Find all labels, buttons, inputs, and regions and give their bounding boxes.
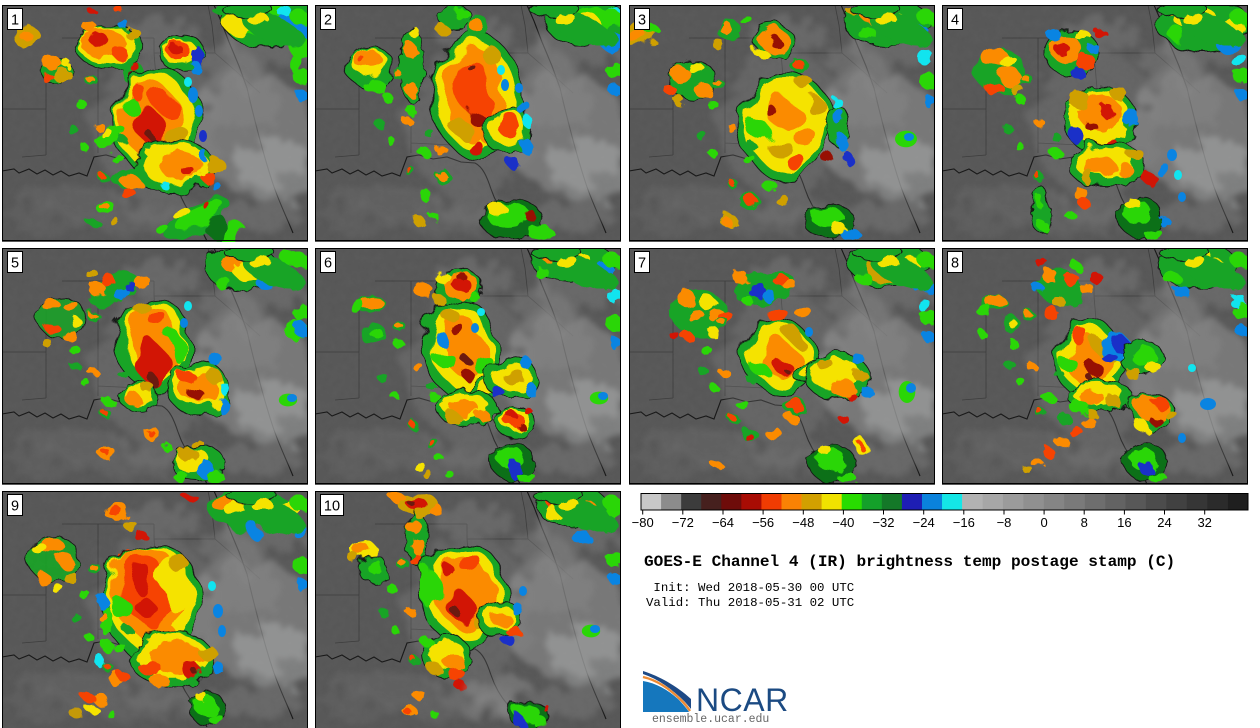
svg-text:3: 3 xyxy=(638,13,646,29)
svg-text:24: 24 xyxy=(1157,515,1171,530)
svg-text:6: 6 xyxy=(324,256,332,272)
svg-text:8: 8 xyxy=(1081,515,1088,530)
svg-text:4: 4 xyxy=(951,13,959,29)
svg-text:−16: −16 xyxy=(953,515,975,530)
svg-text:2: 2 xyxy=(324,13,332,29)
svg-text:−72: −72 xyxy=(672,515,694,530)
svg-text:−24: −24 xyxy=(913,515,935,530)
svg-text:32: 32 xyxy=(1197,515,1211,530)
svg-text:−80: −80 xyxy=(632,515,654,530)
svg-text:−48: −48 xyxy=(792,515,814,530)
svg-text:−64: −64 xyxy=(712,515,734,530)
svg-text:7: 7 xyxy=(638,256,646,272)
svg-text:9: 9 xyxy=(11,499,19,515)
svg-text:−8: −8 xyxy=(997,515,1012,530)
svg-text:1: 1 xyxy=(11,13,19,29)
svg-text:5: 5 xyxy=(11,256,19,272)
svg-text:0: 0 xyxy=(1040,515,1047,530)
svg-text:10: 10 xyxy=(324,499,340,515)
svg-text:−32: −32 xyxy=(872,515,894,530)
svg-text:−40: −40 xyxy=(832,515,854,530)
svg-text:−56: −56 xyxy=(752,515,774,530)
svg-text:16: 16 xyxy=(1117,515,1131,530)
svg-text:8: 8 xyxy=(951,256,959,272)
